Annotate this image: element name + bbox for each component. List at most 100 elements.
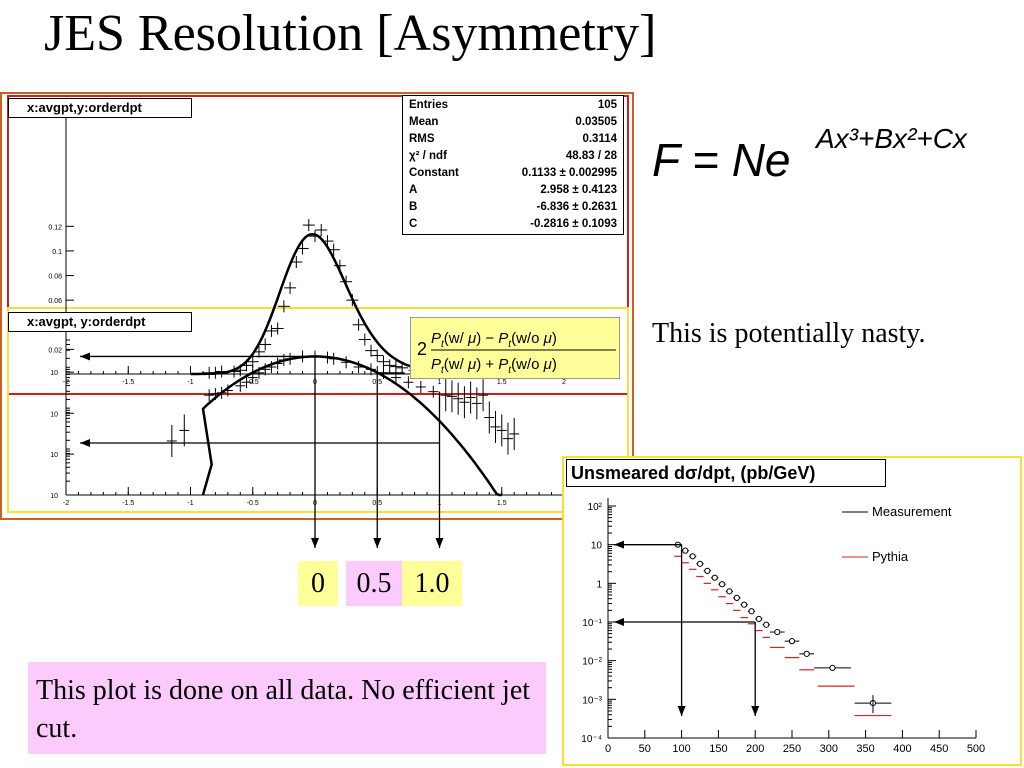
top-data-point xyxy=(346,294,359,307)
note-box: This plot is done on all data. No effici… xyxy=(28,662,546,754)
top-y-tick-label: 0.02 xyxy=(48,347,62,354)
bottom-data-point xyxy=(509,417,520,450)
xsec-title-box: Unsmeared dσ/dpt, (pb/GeV) xyxy=(566,459,886,487)
top-data-point xyxy=(327,243,340,256)
top-data-point xyxy=(352,318,365,331)
bottom-data-point xyxy=(415,380,426,393)
bottom-data-point xyxy=(465,381,476,414)
top-plot-title: x:avgpt,y:orderdpt xyxy=(27,100,142,115)
bottom-data-point xyxy=(166,424,177,457)
measurement-point xyxy=(688,553,697,560)
bottom-data-point xyxy=(440,379,451,412)
top-data-point xyxy=(315,224,328,236)
top-data-point xyxy=(234,364,247,377)
bottom-data-point xyxy=(266,361,277,374)
measurement-point xyxy=(740,601,748,608)
xsec-frame xyxy=(562,456,1022,766)
top-data-point xyxy=(340,275,353,288)
measurement-point xyxy=(733,594,741,602)
bottom-data-point xyxy=(502,422,513,455)
top-data-point xyxy=(396,361,409,374)
marker-half: 0.5 xyxy=(346,561,402,606)
top-data-point xyxy=(284,281,297,294)
stats-label: RMS xyxy=(409,133,435,145)
measurement-point xyxy=(681,547,689,554)
stats-label: B xyxy=(409,201,418,213)
top-data-point xyxy=(309,230,321,243)
top-data-point xyxy=(296,242,309,255)
xsec-y-tick-label: 10² xyxy=(588,502,603,513)
bottom-y-tick-label: 10 xyxy=(50,370,58,377)
xsec-y-tick-label: 10 xyxy=(591,541,603,552)
drop-arrow-10-head xyxy=(435,538,444,548)
measurement-point xyxy=(799,650,815,657)
bottom-data-point xyxy=(235,379,246,392)
xsec-x-tick-label: 0 xyxy=(605,743,611,755)
formula-factor: 2 xyxy=(417,339,427,359)
tenth-arrow-head xyxy=(80,439,90,447)
fit-formula: F = Ne Ax³+Bx²+Cx xyxy=(652,123,968,186)
top-data-point xyxy=(365,344,378,357)
stats-row: Mean 0.03505 xyxy=(409,114,617,131)
xsec-x-tick-label: 500 xyxy=(967,743,985,755)
stats-label: A xyxy=(409,184,418,196)
stats-value: 105 xyxy=(597,99,617,111)
top-x-tick-label: 1 xyxy=(438,379,442,386)
xsec-x-tick-label: 350 xyxy=(856,743,874,755)
xsec-arrow-down-100-head xyxy=(677,706,686,716)
marker-one: 1.0 xyxy=(402,561,462,606)
marker-zero: 0 xyxy=(298,561,338,606)
bottom-data-point xyxy=(496,414,507,447)
stats-label: Mean xyxy=(409,116,439,128)
bottom-data-point xyxy=(490,410,501,443)
bottom-data-point xyxy=(484,401,495,434)
bottom-data-point xyxy=(272,357,283,370)
note-text: This plot is done on all data. No effici… xyxy=(36,675,531,744)
bottom-data-point xyxy=(459,386,470,419)
top-data-point xyxy=(271,322,284,335)
top-data-point xyxy=(215,365,228,378)
measurement-point xyxy=(711,574,719,581)
xsec-x-tick-label: 400 xyxy=(893,743,911,755)
stats-box: Entries 105 Mean 0.03505 RMS 0.3114 χ² / ndf 48… xyxy=(402,95,624,235)
xsec-y-tick-label: 10⁻⁴ xyxy=(581,734,602,745)
bottom-x-tick-label: 1.5 xyxy=(497,500,507,507)
xsec-x-tick-label: 150 xyxy=(709,743,727,755)
stats-label: Constant xyxy=(409,167,459,179)
top-plot-title-box: x:avgpt,y:orderdpt xyxy=(8,98,192,118)
formula-exponent: Ax³+Bx²+Cx xyxy=(814,123,968,154)
stats-value: 48.83 / 28 xyxy=(565,150,617,162)
top-data-point xyxy=(377,355,390,368)
xsec-x-tick-label: 450 xyxy=(930,743,948,755)
bottom-data-point xyxy=(390,371,401,384)
top-data-point xyxy=(383,359,396,372)
stats-row: C -0.2816 ± 0.1093 xyxy=(409,216,617,233)
top-y-tick-label: 0.1 xyxy=(52,249,62,256)
xsec-x-tick-label: 250 xyxy=(783,743,801,755)
bottom-plot-title-box: x:avgpt, y:orderdpt xyxy=(8,312,192,332)
top-data-point xyxy=(277,300,290,313)
bottom-data-point xyxy=(428,385,439,398)
bottom-data-point xyxy=(204,389,215,402)
bottom-data-point xyxy=(216,386,227,399)
asymmetry-formula: 2 Pt(w/ μ) − Pt(w/o μ) Pt(w/ μ) + Pt(w/o… xyxy=(410,317,620,379)
drop-arrow-0-head xyxy=(311,538,319,548)
bottom-data-point xyxy=(253,366,264,379)
xsec-arrow-down-200-head xyxy=(751,706,760,716)
stats-label: χ² / ndf xyxy=(409,150,447,162)
stats-row: Constant 0.1133 ± 0.002995 xyxy=(409,165,617,182)
formula-denominator: Pt(w/ μ) + Pt(w/o μ) xyxy=(431,356,557,376)
stats-label: C xyxy=(409,218,418,230)
stats-row: RMS 0.3114 xyxy=(409,131,617,148)
peak-arrow-head xyxy=(80,352,90,361)
top-data-point xyxy=(358,333,371,346)
top-y-tick-label: 0.12 xyxy=(48,224,62,231)
top-data-point xyxy=(259,338,272,351)
top-data-point xyxy=(371,349,384,362)
measurement-point xyxy=(703,567,712,574)
bottom-data-point xyxy=(328,352,339,365)
bottom-data-point xyxy=(210,388,221,401)
measurement-point xyxy=(755,615,763,623)
formula-lhs: F = Ne xyxy=(652,134,791,186)
stats-value: -0.2816 ± 0.1093 xyxy=(530,218,617,230)
